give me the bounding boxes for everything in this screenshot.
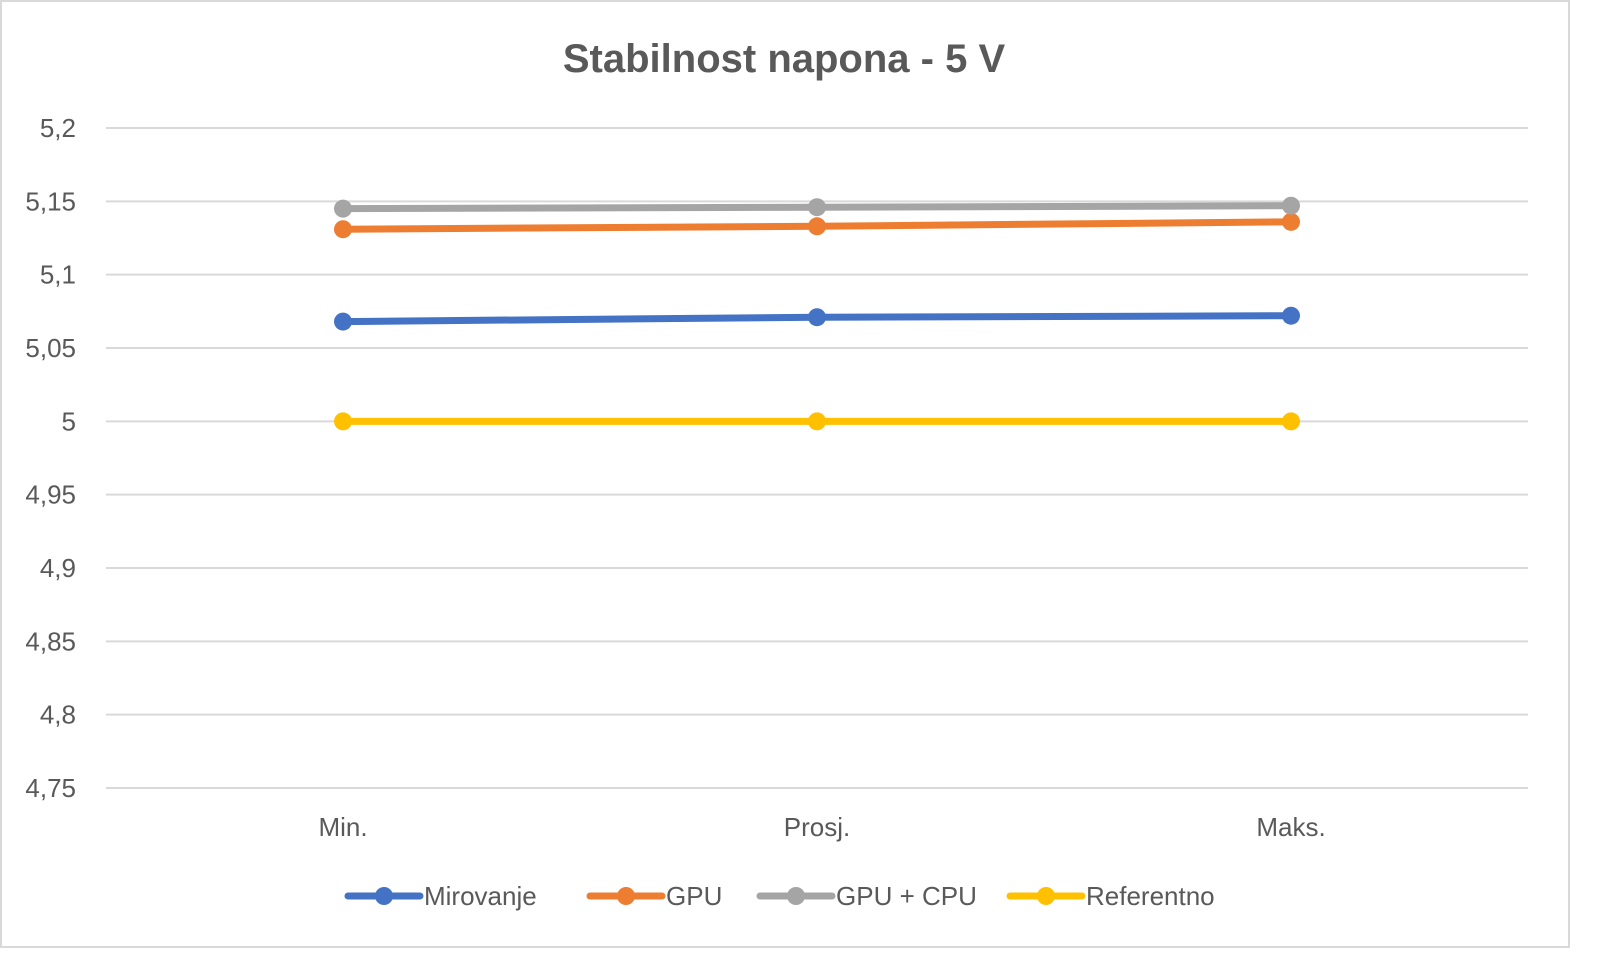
data-point[interactable] [1282,212,1300,231]
y-tick-label: 5,1 [40,260,76,290]
legend-label: GPU + CPU [836,881,977,911]
data-point[interactable] [334,199,352,218]
data-point[interactable] [334,412,352,431]
legend-item[interactable]: Referentno [1006,881,1215,911]
legend-label: Referentno [1086,881,1215,911]
x-tick-label: Maks. [1256,812,1325,842]
legend-label: GPU [666,881,722,911]
chart-title: Stabilnost napona - 5 V [563,37,1006,81]
data-point[interactable] [1282,306,1300,325]
data-point[interactable] [808,198,826,217]
y-tick-label: 4,8 [40,700,76,730]
series-group [334,196,1300,431]
y-tick-label: 5,05 [25,333,76,363]
data-point[interactable] [808,412,826,431]
data-point[interactable] [808,308,826,327]
legend-marker-icon [1037,887,1055,905]
legend-marker-icon [787,887,805,905]
data-point[interactable] [334,312,352,331]
series-gpu-cpu [334,196,1300,218]
y-tick-label: 5,2 [40,113,76,143]
data-point[interactable] [808,217,826,236]
series-mirovanje [334,306,1300,331]
legend-item[interactable]: GPU + CPU [756,881,977,911]
legend-item[interactable]: Mirovanje [344,881,537,911]
y-tick-label: 4,85 [25,626,76,656]
legend-item[interactable]: GPU [586,881,722,911]
data-point[interactable] [1282,412,1300,431]
legend: Mirovanje GPU GPU + CPU Referentno [344,881,1215,911]
y-tick-label: 4,9 [40,553,76,583]
legend-marker-icon [617,887,635,905]
series-gpu [334,212,1300,239]
chart-frame [0,0,1570,948]
legend-marker-icon [375,887,393,905]
y-tick-label: 5,15 [25,186,76,216]
data-point[interactable] [1282,196,1300,215]
x-tick-label: Prosj. [784,812,850,842]
y-tick-label: 5 [62,406,76,436]
x-axis-ticks: Min. Prosj. Maks. [318,812,1325,842]
y-tick-label: 4,95 [25,480,76,510]
series-referentno [334,412,1300,431]
y-tick-label: 4,75 [25,773,76,803]
x-tick-label: Min. [318,812,367,842]
data-point[interactable] [334,220,352,239]
y-axis-ticks: 5,2 5,15 5,1 5,05 5 4,95 4,9 4,85 4,8 4,75 [25,113,76,803]
legend-label: Mirovanje [424,881,537,911]
